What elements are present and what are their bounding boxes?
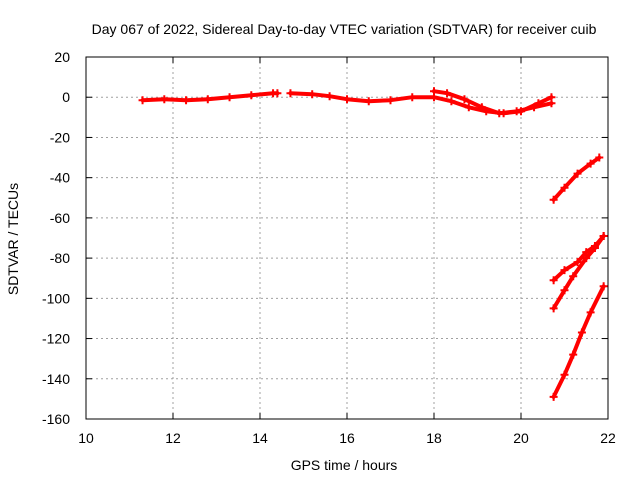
y-tick-label: 0 [62,89,70,105]
data-point [560,370,569,379]
data-point [460,95,469,104]
y-tick-label: -120 [42,331,70,347]
grid-lines [86,57,608,419]
data-point [447,97,456,106]
y-axis: -160 -140 -120 -100 -80 -60 -40 -20 0 20 [42,49,608,427]
data-point [273,89,282,98]
data-point [364,97,373,106]
data-point [560,266,569,275]
data-point [573,169,582,178]
x-tick-label: 18 [426,430,442,446]
data-point [477,103,486,112]
data-point [586,159,595,168]
y-axis-label: SDTVAR / TECUs [5,183,21,295]
data-point [573,258,582,267]
y-tick-label: -140 [42,371,70,387]
x-tick-label: 20 [513,430,529,446]
data-point [599,231,608,240]
data-point [160,95,169,104]
data-point [443,89,452,98]
x-axis: 10 12 14 16 18 20 22 [78,57,616,446]
data-point [569,350,578,359]
data-point [577,328,586,337]
data-point [549,195,558,204]
x-tick-label: 22 [600,430,616,446]
x-tick-label: 16 [339,430,355,446]
data-point [582,254,591,263]
data-point [560,183,569,192]
data-point [590,244,599,253]
series-line-arc-6 [551,234,606,311]
y-tick-label: -160 [42,411,70,427]
data-point [560,286,569,295]
data-point [595,153,604,162]
y-tick-label: 20 [54,49,70,65]
data-point [549,304,558,313]
data-point [408,93,417,102]
x-tick-label: 12 [165,430,181,446]
data-point [182,96,191,105]
data-point [512,107,521,116]
y-tick-label: -80 [50,250,70,266]
data-point [225,93,234,102]
data-point [464,103,473,112]
x-tick-label: 10 [78,430,94,446]
data-point [138,96,147,105]
x-tick-label: 14 [252,430,268,446]
data-point [308,90,317,99]
data-point [203,95,212,104]
data-point [495,109,504,118]
data-point [549,276,558,285]
y-tick-label: -100 [42,290,70,306]
y-tick-label: -20 [50,129,70,145]
data-point [599,282,608,291]
data-point [286,89,295,98]
data-point [325,92,334,101]
data-point [569,272,578,281]
x-axis-label: GPS time / hours [291,457,398,473]
y-tick-label: -40 [50,170,70,186]
series-line-arc-7 [551,284,606,399]
data-point [386,96,395,105]
data-point [343,95,351,104]
y-tick-label: -60 [50,210,70,226]
chart-title: Day 067 of 2022, Sidereal Day-to-day VTE… [92,21,597,37]
data-point [547,99,556,108]
data-point [549,392,558,401]
data-point [530,103,539,112]
plot-series [138,87,608,401]
data-point [586,308,595,317]
data-point [430,87,438,96]
data-point [247,91,256,100]
